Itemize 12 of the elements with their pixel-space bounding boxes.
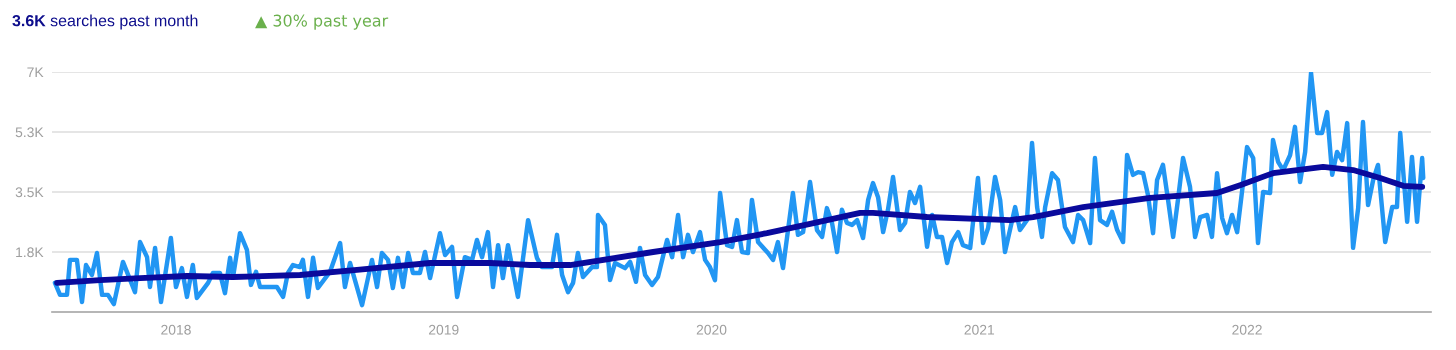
x-tick-label: 2020 bbox=[696, 324, 727, 335]
y-tick-label: 3.5K bbox=[15, 187, 44, 198]
line-series bbox=[52, 72, 1426, 308]
x-tick-label: 2022 bbox=[1232, 324, 1262, 335]
x-tick-label: 2021 bbox=[964, 324, 995, 335]
chart-title: 3.6K searches past month bbox=[12, 14, 198, 30]
x-tick-label: 2018 bbox=[161, 324, 191, 335]
x-tick-label: 2019 bbox=[428, 324, 459, 335]
y-tick-label: 7K bbox=[27, 67, 44, 78]
y-tick-label: 1.8K bbox=[16, 247, 44, 258]
y-tick-label: 5.3K bbox=[15, 127, 44, 138]
chart-subtitle: ▲ 30% past year bbox=[255, 14, 389, 30]
